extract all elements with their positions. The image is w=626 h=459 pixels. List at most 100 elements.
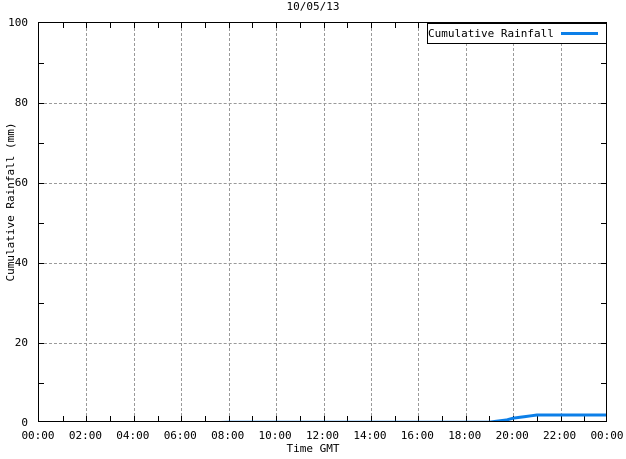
x-axis-tick-top — [110, 23, 112, 28]
gridline-vertical — [370, 23, 372, 421]
gridline-horizontal — [39, 263, 606, 264]
x-axis-tick-top — [133, 23, 135, 28]
y-axis-tick — [39, 383, 44, 384]
x-axis-tick — [228, 416, 230, 421]
x-axis-tick-top — [157, 23, 159, 28]
gridline-horizontal — [39, 103, 606, 104]
y-axis-tick-right — [601, 103, 606, 104]
x-axis-tick — [418, 416, 420, 421]
x-axis-tick — [560, 416, 562, 421]
x-axis-tick-top — [323, 23, 325, 28]
x-axis-tick — [276, 416, 278, 421]
gridline-vertical — [513, 23, 515, 421]
y-axis-tick — [39, 143, 44, 144]
gridline-vertical — [133, 23, 135, 421]
x-axis-tick-top — [394, 23, 396, 28]
x-axis-tick-label: 18:00 — [448, 429, 482, 442]
x-axis-tick — [394, 416, 396, 421]
y-axis-tick-right — [601, 223, 606, 224]
x-axis-tick-label: 08:00 — [211, 429, 245, 442]
x-axis-tick — [370, 416, 372, 421]
gridline-vertical — [276, 23, 278, 421]
x-axis-tick — [347, 416, 349, 421]
x-axis-tick-top — [228, 23, 230, 28]
legend: Cumulative Rainfall — [427, 23, 607, 44]
x-axis-tick-top — [86, 23, 88, 28]
y-axis-tick-label: 80 — [14, 96, 28, 109]
x-axis-tick — [489, 416, 491, 421]
y-axis-tick-label: 40 — [14, 256, 28, 269]
y-axis-tick-label: 0 — [21, 416, 28, 429]
plot-area — [38, 22, 607, 422]
x-axis-title: Time GMT — [286, 442, 340, 455]
y-axis-tick — [39, 303, 44, 304]
gridline-horizontal — [39, 343, 606, 344]
y-axis-tick-right — [601, 263, 606, 264]
x-axis-tick — [584, 416, 586, 421]
y-axis-tick — [39, 343, 44, 344]
y-axis-title: Cumulative Rainfall (mm) — [4, 122, 17, 282]
x-axis-tick-label: 00:00 — [590, 429, 624, 442]
x-axis-tick-top — [299, 23, 301, 28]
x-axis-tick — [204, 416, 206, 421]
gridline-vertical — [181, 23, 183, 421]
gridline-vertical — [560, 23, 562, 421]
legend-label: Cumulative Rainfall — [428, 27, 554, 40]
y-axis-tick-label: 100 — [8, 16, 28, 29]
gridline-horizontal — [39, 183, 606, 184]
x-axis-tick — [62, 416, 64, 421]
x-axis-tick — [536, 416, 538, 421]
x-axis-tick — [133, 416, 135, 421]
x-axis-tick-label: 00:00 — [21, 429, 55, 442]
y-axis-labels: 0 20 40 60 80 100 — [0, 0, 36, 459]
x-axis-tick — [323, 416, 325, 421]
x-axis-tick-label: 10:00 — [258, 429, 292, 442]
x-axis-tick-top — [252, 23, 254, 28]
x-axis-tick — [252, 416, 254, 421]
y-axis-tick-right — [601, 343, 606, 344]
gridline-vertical — [465, 23, 467, 421]
x-axis-tick — [299, 416, 301, 421]
series-cumulative-rainfall — [219, 413, 606, 421]
x-axis-tick-label: 22:00 — [543, 429, 577, 442]
y-axis-tick-right — [601, 383, 606, 384]
x-axis-tick-label: 04:00 — [116, 429, 150, 442]
y-axis-tick — [39, 223, 44, 224]
x-axis-tick — [157, 416, 159, 421]
x-axis-tick-top — [418, 23, 420, 28]
x-axis-tick-label: 16:00 — [400, 429, 434, 442]
x-axis-tick-label: 20:00 — [495, 429, 529, 442]
x-axis-tick — [110, 416, 112, 421]
y-axis-tick — [39, 103, 44, 104]
x-axis-tick — [465, 416, 467, 421]
legend-color-swatch — [560, 32, 598, 35]
x-axis-tick-top — [276, 23, 278, 28]
gridline-vertical — [228, 23, 230, 421]
gridline-vertical — [86, 23, 88, 421]
x-axis-tick-label: 06:00 — [163, 429, 197, 442]
gridline-vertical — [418, 23, 420, 421]
chart-title: 10/05/13 — [286, 0, 340, 13]
x-axis-tick-label: 02:00 — [68, 429, 102, 442]
y-axis-tick-label: 20 — [14, 336, 28, 349]
x-axis-tick-label: 12:00 — [305, 429, 340, 442]
x-axis-tick-top — [204, 23, 206, 28]
x-axis-tick — [86, 416, 88, 421]
x-axis-tick-top — [370, 23, 372, 28]
x-axis-tick-top — [347, 23, 349, 28]
y-axis-tick-right — [601, 143, 606, 144]
gridline-vertical — [323, 23, 325, 421]
x-axis-tick — [442, 416, 444, 421]
y-axis-tick-right — [601, 183, 606, 184]
x-axis-tick-label: 14:00 — [353, 429, 387, 442]
y-axis-tick-right — [601, 303, 606, 304]
y-axis-tick-label: 60 — [14, 176, 28, 189]
y-axis-tick — [39, 183, 44, 184]
y-axis-tick — [39, 63, 44, 64]
x-axis-tick-top — [62, 23, 64, 28]
x-axis-tick — [181, 416, 183, 421]
y-axis-tick-right — [601, 63, 606, 64]
x-axis-tick-top — [181, 23, 183, 28]
